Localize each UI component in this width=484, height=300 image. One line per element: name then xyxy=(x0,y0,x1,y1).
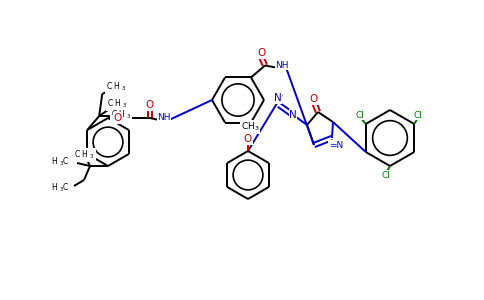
Text: N: N xyxy=(289,110,297,120)
Text: O: O xyxy=(257,49,265,58)
Text: NH: NH xyxy=(157,113,171,122)
Text: =N: =N xyxy=(329,140,343,149)
Text: O: O xyxy=(244,134,252,144)
Text: N: N xyxy=(274,93,282,103)
Text: Cl: Cl xyxy=(414,110,423,119)
Text: O: O xyxy=(114,113,122,123)
Text: C H $_{3}$: C H $_{3}$ xyxy=(111,109,132,121)
Text: C H $_{3}$: C H $_{3}$ xyxy=(106,98,128,110)
Text: O: O xyxy=(146,100,154,110)
Text: NH: NH xyxy=(275,61,289,70)
Text: Cl: Cl xyxy=(381,170,391,179)
Text: Cl: Cl xyxy=(355,110,364,119)
Text: O: O xyxy=(310,94,318,104)
Text: H $_{3}$C: H $_{3}$C xyxy=(51,156,70,168)
Text: CH$_3$: CH$_3$ xyxy=(241,121,259,133)
Text: C H $_{3}$: C H $_{3}$ xyxy=(106,81,127,93)
Text: C H $_{3}$: C H $_{3}$ xyxy=(75,149,95,161)
Text: H $_{3}$C: H $_{3}$C xyxy=(51,182,70,194)
